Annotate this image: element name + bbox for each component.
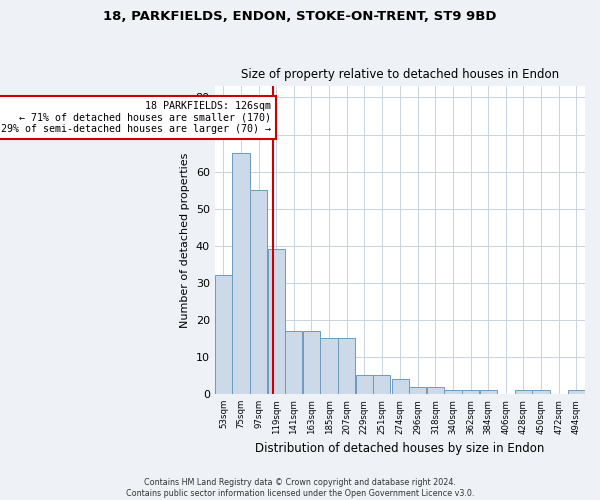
Bar: [268, 250, 285, 394]
Bar: [338, 338, 355, 394]
Bar: [320, 338, 338, 394]
Bar: [303, 331, 320, 394]
Bar: [532, 390, 550, 394]
X-axis label: Distribution of detached houses by size in Endon: Distribution of detached houses by size …: [255, 442, 545, 455]
Bar: [250, 190, 267, 394]
Y-axis label: Number of detached properties: Number of detached properties: [180, 152, 190, 328]
Bar: [427, 386, 444, 394]
Bar: [445, 390, 461, 394]
Bar: [409, 386, 427, 394]
Bar: [568, 390, 585, 394]
Bar: [373, 376, 391, 394]
Text: Contains HM Land Registry data © Crown copyright and database right 2024.
Contai: Contains HM Land Registry data © Crown c…: [126, 478, 474, 498]
Bar: [285, 331, 302, 394]
Bar: [215, 276, 232, 394]
Text: 18 PARKFIELDS: 126sqm
← 71% of detached houses are smaller (170)
29% of semi-det: 18 PARKFIELDS: 126sqm ← 71% of detached …: [1, 101, 271, 134]
Bar: [515, 390, 532, 394]
Bar: [462, 390, 479, 394]
Bar: [356, 376, 373, 394]
Title: Size of property relative to detached houses in Endon: Size of property relative to detached ho…: [241, 68, 559, 81]
Bar: [479, 390, 497, 394]
Bar: [392, 379, 409, 394]
Bar: [232, 153, 250, 394]
Text: 18, PARKFIELDS, ENDON, STOKE-ON-TRENT, ST9 9BD: 18, PARKFIELDS, ENDON, STOKE-ON-TRENT, S…: [103, 10, 497, 23]
